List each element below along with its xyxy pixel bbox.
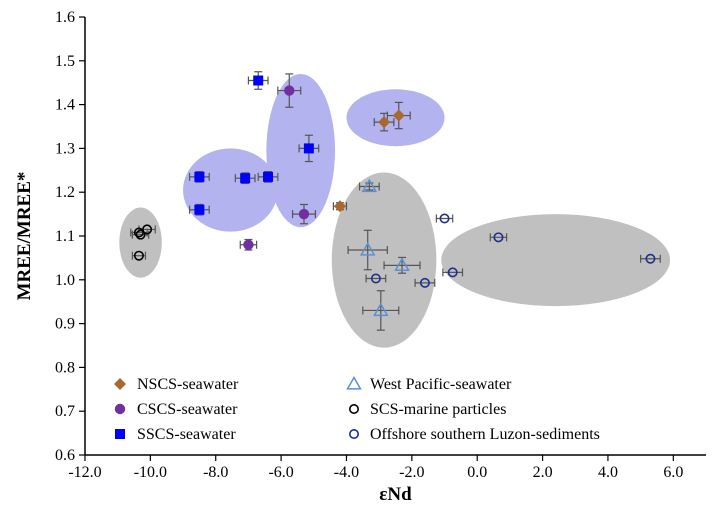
y-tick-label: 1.5 [55,53,75,70]
point-series-2-2 [194,171,205,182]
group-ellipse-0 [119,207,162,278]
x-tick-label: -6.0 [268,464,293,481]
point-series-4-3 [133,250,144,261]
legend-marker-5 [348,428,359,439]
y-axis-title: MREE/MREE* [14,172,35,301]
point-series-5-3 [447,267,458,278]
legend-marker-4 [348,403,359,414]
x-tick-label: -12.0 [68,464,101,481]
y-tick-label: 1.0 [55,272,75,289]
legend-label: NSCS-seawater [137,376,239,393]
x-tick-label: 4.0 [598,464,618,481]
legend-label: CSCS-seawater [137,401,238,418]
point-series-1-1 [298,208,310,220]
point-series-3-0 [361,178,378,193]
point-series-0-2 [333,200,346,213]
legend-marker-3 [346,375,362,390]
point-series-2-3 [240,173,251,184]
group-ellipse-4 [331,172,437,348]
x-tick-label: -4.0 [334,464,359,481]
y-tick-label: 1.1 [55,228,75,245]
point-series-5-2 [645,253,656,264]
point-series-2-1 [303,143,314,154]
point-series-2-0 [253,75,264,86]
point-series-0-0 [392,109,405,122]
legend-label: SCS-marine particles [370,401,506,418]
legend-label: West Pacific-seawater [370,376,512,393]
x-axis-ticks: -12.0 -10.0 -8.0 -6.0 -4.0 -2.0 0.0 2.0 4.0 6.0 [68,455,683,481]
x-tick-label: -2.0 [399,464,424,481]
y-tick-label: 0.8 [55,359,75,376]
data-points [133,75,656,317]
x-tick-label: 0.0 [467,464,487,481]
point-series-2-5 [194,204,205,215]
y-tick-label: 1.2 [55,184,75,201]
legend-marker-2 [115,429,125,439]
point-series-3-1 [359,242,376,256]
group-ellipse-5 [441,214,671,307]
y-tick-label: 1.6 [55,9,75,26]
point-series-5-5 [419,277,430,288]
y-tick-label: 1.4 [55,97,75,114]
point-series-2-4 [263,171,274,182]
error-bars [130,71,661,331]
group-ellipse-2 [266,73,336,228]
x-tick-label: -8.0 [203,464,228,481]
y-tick-label: 0.7 [55,403,75,420]
y-tick-label: 0.6 [55,447,75,464]
point-series-3-2 [394,257,410,271]
y-tick-label: 1.3 [55,140,75,157]
group-ellipse-1 [183,148,278,232]
x-axis-title: εNd [379,484,412,505]
y-axis-ticks: 0.6 0.7 0.8 0.9 1.0 1.1 1.2 1.3 1.4 1.5 1.6 [55,9,85,464]
legend-marker-0 [114,378,126,390]
point-series-5-1 [493,232,504,243]
x-tick-label: 6.0 [663,464,683,481]
point-series-4-2 [133,227,144,238]
point-series-0-1 [378,116,391,129]
legend-label: SSCS-seawater [137,426,236,443]
point-series-3-3 [372,302,389,317]
point-series-4-1 [135,229,146,240]
point-series-5-0 [439,213,450,224]
legend: NSCS-seawater CSCS-seawater SSCS-seawater W… [114,375,600,443]
point-series-4-0 [142,224,153,235]
legend-marker-1 [114,403,126,415]
y-tick-label: 0.9 [55,316,75,333]
point-series-1-2 [243,239,254,250]
x-tick-label: -10.0 [134,464,167,481]
x-tick-label: 2.0 [533,464,553,481]
legend-label: Offshore southern Luzon-sediments [370,426,600,443]
point-series-1-0 [284,85,295,96]
point-series-5-4 [370,273,381,284]
